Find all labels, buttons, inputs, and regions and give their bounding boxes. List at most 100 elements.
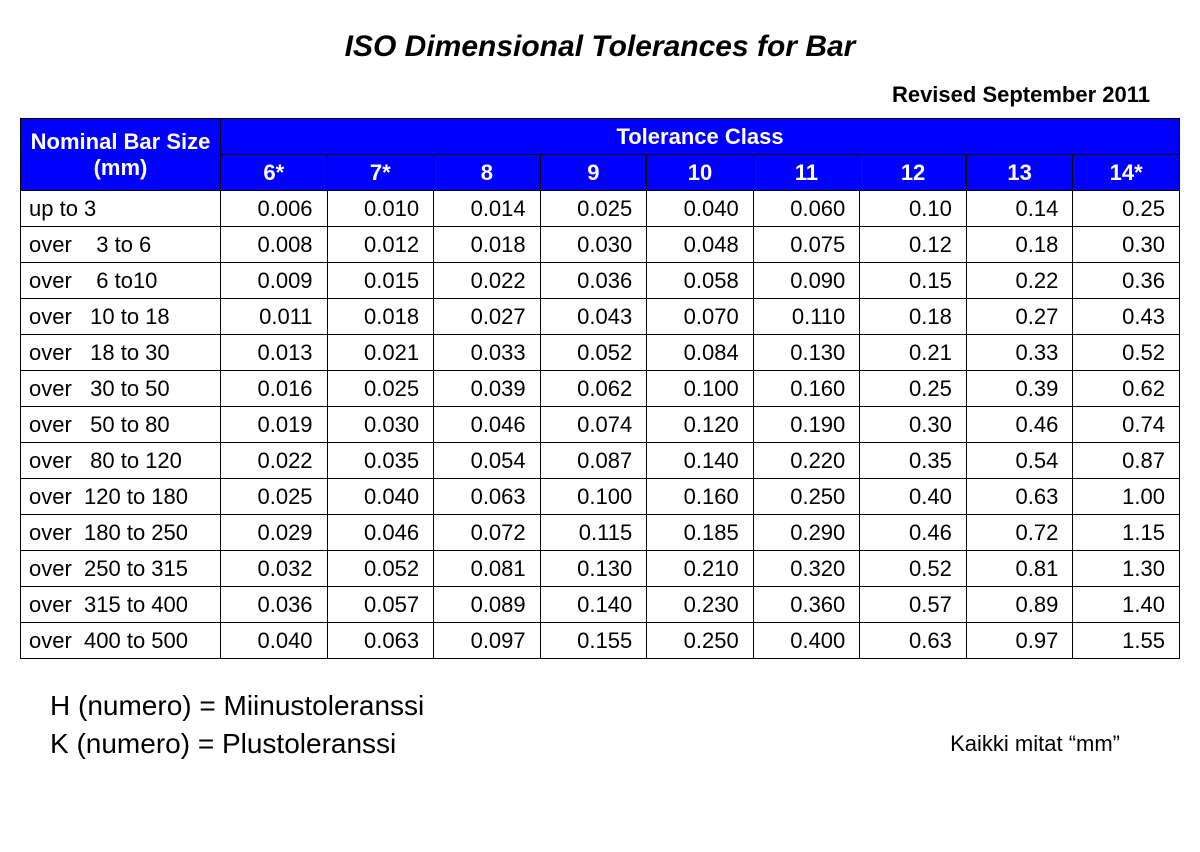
table-row: over 80 to 1200.0220.0350.0540.0870.1400… [21, 443, 1180, 479]
value-cell: 0.046 [434, 407, 541, 443]
size-cell: over 80 to 120 [21, 443, 221, 479]
value-cell: 0.030 [327, 407, 434, 443]
value-cell: 0.040 [647, 191, 754, 227]
value-cell: 0.250 [753, 479, 860, 515]
revised-date: Revised September 2011 [20, 82, 1150, 108]
value-cell: 0.087 [540, 443, 647, 479]
value-cell: 0.006 [221, 191, 328, 227]
value-cell: 0.048 [647, 227, 754, 263]
value-cell: 0.30 [1073, 227, 1180, 263]
value-cell: 0.18 [860, 299, 967, 335]
value-cell: 0.009 [221, 263, 328, 299]
value-cell: 0.100 [647, 371, 754, 407]
value-cell: 0.54 [966, 443, 1073, 479]
value-cell: 0.15 [860, 263, 967, 299]
value-cell: 0.220 [753, 443, 860, 479]
size-cell: over 10 to 18 [21, 299, 221, 335]
size-cell: over 30 to 50 [21, 371, 221, 407]
size-cell: over 400 to 500 [21, 623, 221, 659]
value-cell: 0.30 [860, 407, 967, 443]
value-cell: 0.100 [540, 479, 647, 515]
header-class: 8 [434, 155, 541, 191]
value-cell: 0.022 [221, 443, 328, 479]
value-cell: 0.130 [540, 551, 647, 587]
value-cell: 0.060 [753, 191, 860, 227]
value-cell: 0.075 [753, 227, 860, 263]
value-cell: 0.074 [540, 407, 647, 443]
value-cell: 0.39 [966, 371, 1073, 407]
table-row: over 18 to 300.0130.0210.0330.0520.0840.… [21, 335, 1180, 371]
value-cell: 0.35 [860, 443, 967, 479]
value-cell: 0.185 [647, 515, 754, 551]
page-title: ISO Dimensional Tolerances for Bar [20, 30, 1180, 64]
header-class: 11 [753, 155, 860, 191]
value-cell: 0.039 [434, 371, 541, 407]
value-cell: 0.74 [1073, 407, 1180, 443]
value-cell: 0.063 [434, 479, 541, 515]
tolerance-table: Nominal Bar Size (mm) Tolerance Class 6*… [20, 118, 1180, 659]
value-cell: 0.72 [966, 515, 1073, 551]
value-cell: 0.016 [221, 371, 328, 407]
footer-units: Kaikki mitat “mm” [950, 731, 1120, 757]
value-cell: 0.062 [540, 371, 647, 407]
value-cell: 1.15 [1073, 515, 1180, 551]
value-cell: 0.290 [753, 515, 860, 551]
footer-notes: H (numero) = Miinustoleranssi K (numero)… [50, 687, 424, 763]
value-cell: 0.011 [221, 299, 328, 335]
value-cell: 0.81 [966, 551, 1073, 587]
value-cell: 1.55 [1073, 623, 1180, 659]
header-class: 7* [327, 155, 434, 191]
size-cell: over 180 to 250 [21, 515, 221, 551]
value-cell: 0.033 [434, 335, 541, 371]
value-cell: 0.025 [327, 371, 434, 407]
size-cell: over 120 to 180 [21, 479, 221, 515]
value-cell: 0.084 [647, 335, 754, 371]
value-cell: 0.035 [327, 443, 434, 479]
value-cell: 0.070 [647, 299, 754, 335]
size-cell: over 50 to 80 [21, 407, 221, 443]
value-cell: 0.140 [540, 587, 647, 623]
table-row: over 250 to 3150.0320.0520.0810.1300.210… [21, 551, 1180, 587]
value-cell: 0.057 [327, 587, 434, 623]
header-class: 6* [221, 155, 328, 191]
footer-line-k: K (numero) = Plustoleranssi [50, 725, 424, 763]
value-cell: 0.130 [753, 335, 860, 371]
value-cell: 0.036 [221, 587, 328, 623]
value-cell: 0.10 [860, 191, 967, 227]
value-cell: 0.090 [753, 263, 860, 299]
table-row: over 30 to 500.0160.0250.0390.0620.1000.… [21, 371, 1180, 407]
header-class: 13 [966, 155, 1073, 191]
value-cell: 0.25 [1073, 191, 1180, 227]
value-cell: 0.081 [434, 551, 541, 587]
value-cell: 1.40 [1073, 587, 1180, 623]
table-row: over 315 to 4000.0360.0570.0890.1400.230… [21, 587, 1180, 623]
value-cell: 0.040 [327, 479, 434, 515]
value-cell: 0.63 [860, 623, 967, 659]
value-cell: 0.043 [540, 299, 647, 335]
value-cell: 0.019 [221, 407, 328, 443]
size-cell: over 6 to10 [21, 263, 221, 299]
table-row: over 50 to 800.0190.0300.0460.0740.1200.… [21, 407, 1180, 443]
value-cell: 0.110 [753, 299, 860, 335]
value-cell: 0.33 [966, 335, 1073, 371]
value-cell: 0.010 [327, 191, 434, 227]
value-cell: 0.160 [647, 479, 754, 515]
value-cell: 0.015 [327, 263, 434, 299]
table-row: up to 30.0060.0100.0140.0250.0400.0600.1… [21, 191, 1180, 227]
value-cell: 0.230 [647, 587, 754, 623]
value-cell: 0.46 [966, 407, 1073, 443]
value-cell: 0.046 [327, 515, 434, 551]
value-cell: 0.43 [1073, 299, 1180, 335]
size-cell: over 250 to 315 [21, 551, 221, 587]
value-cell: 0.025 [221, 479, 328, 515]
value-cell: 0.012 [327, 227, 434, 263]
value-cell: 0.014 [434, 191, 541, 227]
value-cell: 0.360 [753, 587, 860, 623]
value-cell: 0.018 [434, 227, 541, 263]
value-cell: 0.40 [860, 479, 967, 515]
value-cell: 0.160 [753, 371, 860, 407]
value-cell: 0.027 [434, 299, 541, 335]
size-cell: up to 3 [21, 191, 221, 227]
value-cell: 0.025 [540, 191, 647, 227]
header-class-group: Tolerance Class [221, 119, 1180, 155]
